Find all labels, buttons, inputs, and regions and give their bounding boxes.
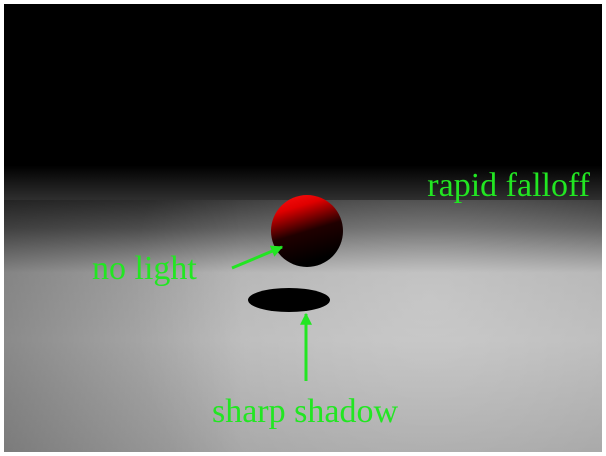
sphere [271,195,343,267]
shadow [248,288,330,312]
arrow [231,245,284,270]
annotation: sharp shadow [212,393,398,430]
annotation: no light [92,250,197,287]
annotation: rapid falloff [427,167,590,204]
